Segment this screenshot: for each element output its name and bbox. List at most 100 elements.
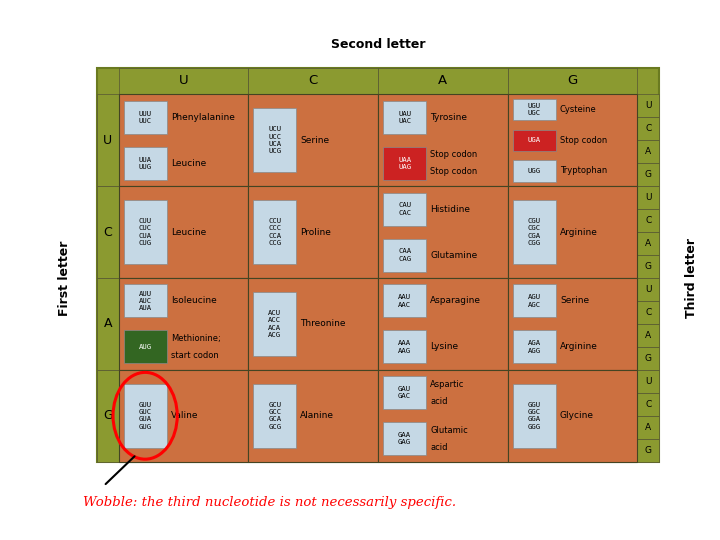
Text: acid: acid <box>430 396 448 406</box>
Text: UUA
UUG: UUA UUG <box>138 157 152 170</box>
Text: Glutamine: Glutamine <box>430 251 477 260</box>
Text: Leucine: Leucine <box>171 227 206 237</box>
Bar <box>637 393 659 416</box>
Bar <box>378 94 508 186</box>
Bar <box>383 330 426 363</box>
Text: Serine: Serine <box>560 296 589 306</box>
Text: CGU
CGC
CGA
CGG: CGU CGC CGA CGG <box>528 218 541 246</box>
Text: Arginine: Arginine <box>560 227 598 237</box>
Text: C: C <box>645 400 652 409</box>
Bar <box>124 200 166 264</box>
Bar <box>637 186 659 209</box>
Bar <box>97 68 659 462</box>
Bar <box>637 163 659 186</box>
Text: A: A <box>104 318 112 330</box>
Bar <box>248 370 378 462</box>
Text: ACU
ACC
ACA
ACG: ACU ACC ACA ACG <box>269 310 282 338</box>
Text: AAA
AAG: AAA AAG <box>398 340 411 354</box>
Text: GAU
GAC: GAU GAC <box>398 386 411 400</box>
Text: Phenylalanine: Phenylalanine <box>171 113 235 122</box>
Bar <box>378 186 508 278</box>
Text: GCU
GCC
GCA
GCG: GCU GCC GCA GCG <box>269 402 282 430</box>
Bar <box>248 94 378 186</box>
Text: Cysteine: Cysteine <box>560 105 597 114</box>
Bar <box>508 68 637 94</box>
Bar <box>253 108 296 172</box>
Text: UGU
UGC: UGU UGC <box>528 103 541 116</box>
Text: AAU
AAC: AAU AAC <box>398 294 411 308</box>
Bar <box>508 278 637 370</box>
Text: Stop codon: Stop codon <box>560 136 607 145</box>
Bar <box>124 330 166 363</box>
Text: Stop codon: Stop codon <box>430 167 477 176</box>
Text: Stop codon: Stop codon <box>430 151 477 159</box>
Text: U: U <box>645 285 652 294</box>
Bar <box>637 324 659 347</box>
Text: UGG: UGG <box>528 168 541 174</box>
Text: G: G <box>103 409 113 422</box>
Text: Second letter: Second letter <box>330 38 426 51</box>
Text: UGA: UGA <box>528 137 541 143</box>
Bar <box>124 101 166 134</box>
Bar <box>97 278 119 370</box>
Bar <box>248 186 378 278</box>
Bar <box>383 285 426 318</box>
Bar <box>119 370 248 462</box>
Bar <box>97 94 119 186</box>
Bar <box>637 140 659 163</box>
Bar <box>124 285 166 318</box>
Text: U: U <box>179 75 188 87</box>
Bar <box>513 330 556 363</box>
Text: Asparagine: Asparagine <box>430 296 481 306</box>
Bar <box>383 376 426 409</box>
Text: Tryptophan: Tryptophan <box>560 166 607 176</box>
Text: CAA
CAG: CAA CAG <box>398 248 411 262</box>
Bar <box>637 209 659 232</box>
Text: UUU
UUC: UUU UUC <box>138 111 152 124</box>
Text: U: U <box>645 377 652 386</box>
Text: UCU
UCC
UCA
UCG: UCU UCC UCA UCG <box>269 126 282 154</box>
Text: Alanine: Alanine <box>300 411 334 420</box>
Bar <box>513 383 556 448</box>
Text: UAA
UAG: UAA UAG <box>398 157 411 170</box>
Text: start codon: start codon <box>171 350 218 360</box>
Text: G: G <box>644 262 652 271</box>
Bar <box>253 383 296 448</box>
Text: A: A <box>645 239 651 248</box>
Text: Lysine: Lysine <box>430 342 458 352</box>
Bar <box>637 255 659 278</box>
Bar <box>508 186 637 278</box>
Bar <box>637 438 659 462</box>
Bar <box>513 285 556 318</box>
Bar <box>378 278 508 370</box>
Text: G: G <box>644 170 652 179</box>
Bar <box>119 94 248 186</box>
Bar <box>383 147 426 180</box>
Text: Aspartic: Aspartic <box>430 380 464 389</box>
Bar <box>637 117 659 140</box>
Bar <box>119 68 248 94</box>
Text: GGU
GGC
GGA
GGG: GGU GGC GGA GGG <box>528 402 541 430</box>
Bar <box>637 347 659 370</box>
Text: C: C <box>645 308 652 317</box>
Text: A: A <box>645 423 651 432</box>
Bar <box>637 232 659 255</box>
Bar <box>383 422 426 455</box>
Text: Wobble: the third nucleotide is not necessarily specific.: Wobble: the third nucleotide is not nece… <box>83 496 456 509</box>
Bar <box>124 383 166 448</box>
Text: U: U <box>645 102 652 110</box>
Bar <box>513 99 556 120</box>
Text: A: A <box>438 75 447 87</box>
Bar <box>253 292 296 356</box>
Bar <box>383 101 426 134</box>
Text: AUU
AUC
AUA: AUU AUC AUA <box>138 291 152 311</box>
Bar <box>378 68 508 94</box>
Bar <box>378 370 508 462</box>
Text: Glutamic: Glutamic <box>430 426 468 435</box>
Text: A: A <box>645 331 651 340</box>
Text: GUU
GUC
GUA
GUG: GUU GUC GUA GUG <box>138 402 152 430</box>
Text: Histidine: Histidine <box>430 205 470 214</box>
Text: C: C <box>645 216 652 225</box>
Bar <box>124 147 166 180</box>
Bar <box>637 94 659 117</box>
